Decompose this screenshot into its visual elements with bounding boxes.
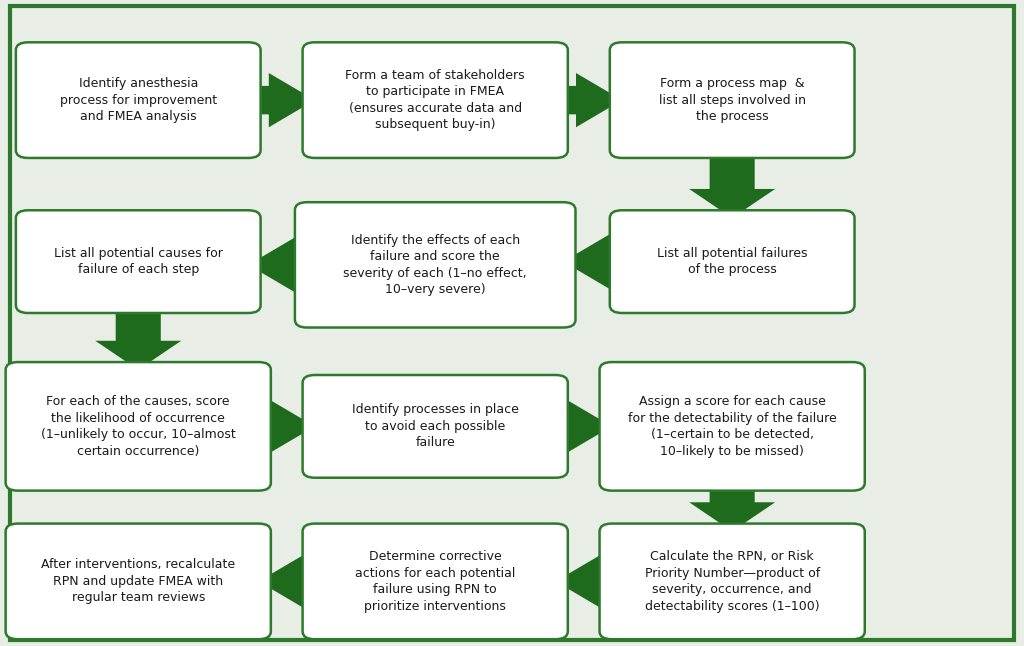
Polygon shape [689,483,775,531]
Polygon shape [248,238,307,292]
FancyBboxPatch shape [16,211,260,313]
Text: Identify processes in place
to avoid each possible
failure: Identify processes in place to avoid eac… [352,403,518,450]
Polygon shape [563,234,622,289]
Polygon shape [248,73,315,127]
FancyBboxPatch shape [6,523,270,640]
FancyBboxPatch shape [16,43,260,158]
FancyBboxPatch shape [295,202,575,328]
Text: Identify the effects of each
failure and score the
severity of each (1–no effect: Identify the effects of each failure and… [343,234,527,296]
FancyBboxPatch shape [609,211,854,313]
Text: Identify anesthesia
process for improvement
and FMEA analysis: Identify anesthesia process for improvem… [59,77,217,123]
Text: List all potential causes for
failure of each step: List all potential causes for failure of… [54,247,222,276]
FancyBboxPatch shape [6,362,270,491]
Polygon shape [555,399,611,453]
Text: After interventions, recalculate
RPN and update FMEA with
regular team reviews: After interventions, recalculate RPN and… [41,558,236,605]
Text: Calculate the RPN, or Risk
Priority Number—product of
severity, occurrence, and
: Calculate the RPN, or Risk Priority Numb… [644,550,820,612]
Text: Assign a score for each cause
for the detectability of the failure
(1–certain to: Assign a score for each cause for the de… [628,395,837,457]
FancyBboxPatch shape [599,362,864,491]
Text: Form a process map  &
list all steps involved in
the process: Form a process map & list all steps invo… [658,77,806,123]
FancyBboxPatch shape [609,43,854,158]
Polygon shape [555,554,611,609]
Polygon shape [258,399,315,453]
Text: List all potential failures
of the process: List all potential failures of the proce… [657,247,807,276]
Text: Form a team of stakeholders
to participate in FMEA
(ensures accurate data and
su: Form a team of stakeholders to participa… [345,69,525,131]
FancyBboxPatch shape [303,43,567,158]
Polygon shape [95,306,181,370]
Text: For each of the causes, score
the likelihood of occurrence
(1–unlikely to occur,: For each of the causes, score the likeli… [41,395,236,457]
FancyBboxPatch shape [599,523,864,640]
FancyBboxPatch shape [303,375,567,477]
Text: Determine corrective
actions for each potential
failure using RPN to
prioritize : Determine corrective actions for each po… [355,550,515,612]
Polygon shape [689,151,775,218]
Polygon shape [258,554,315,609]
Polygon shape [555,73,622,127]
FancyBboxPatch shape [303,523,567,640]
FancyBboxPatch shape [10,6,1014,640]
